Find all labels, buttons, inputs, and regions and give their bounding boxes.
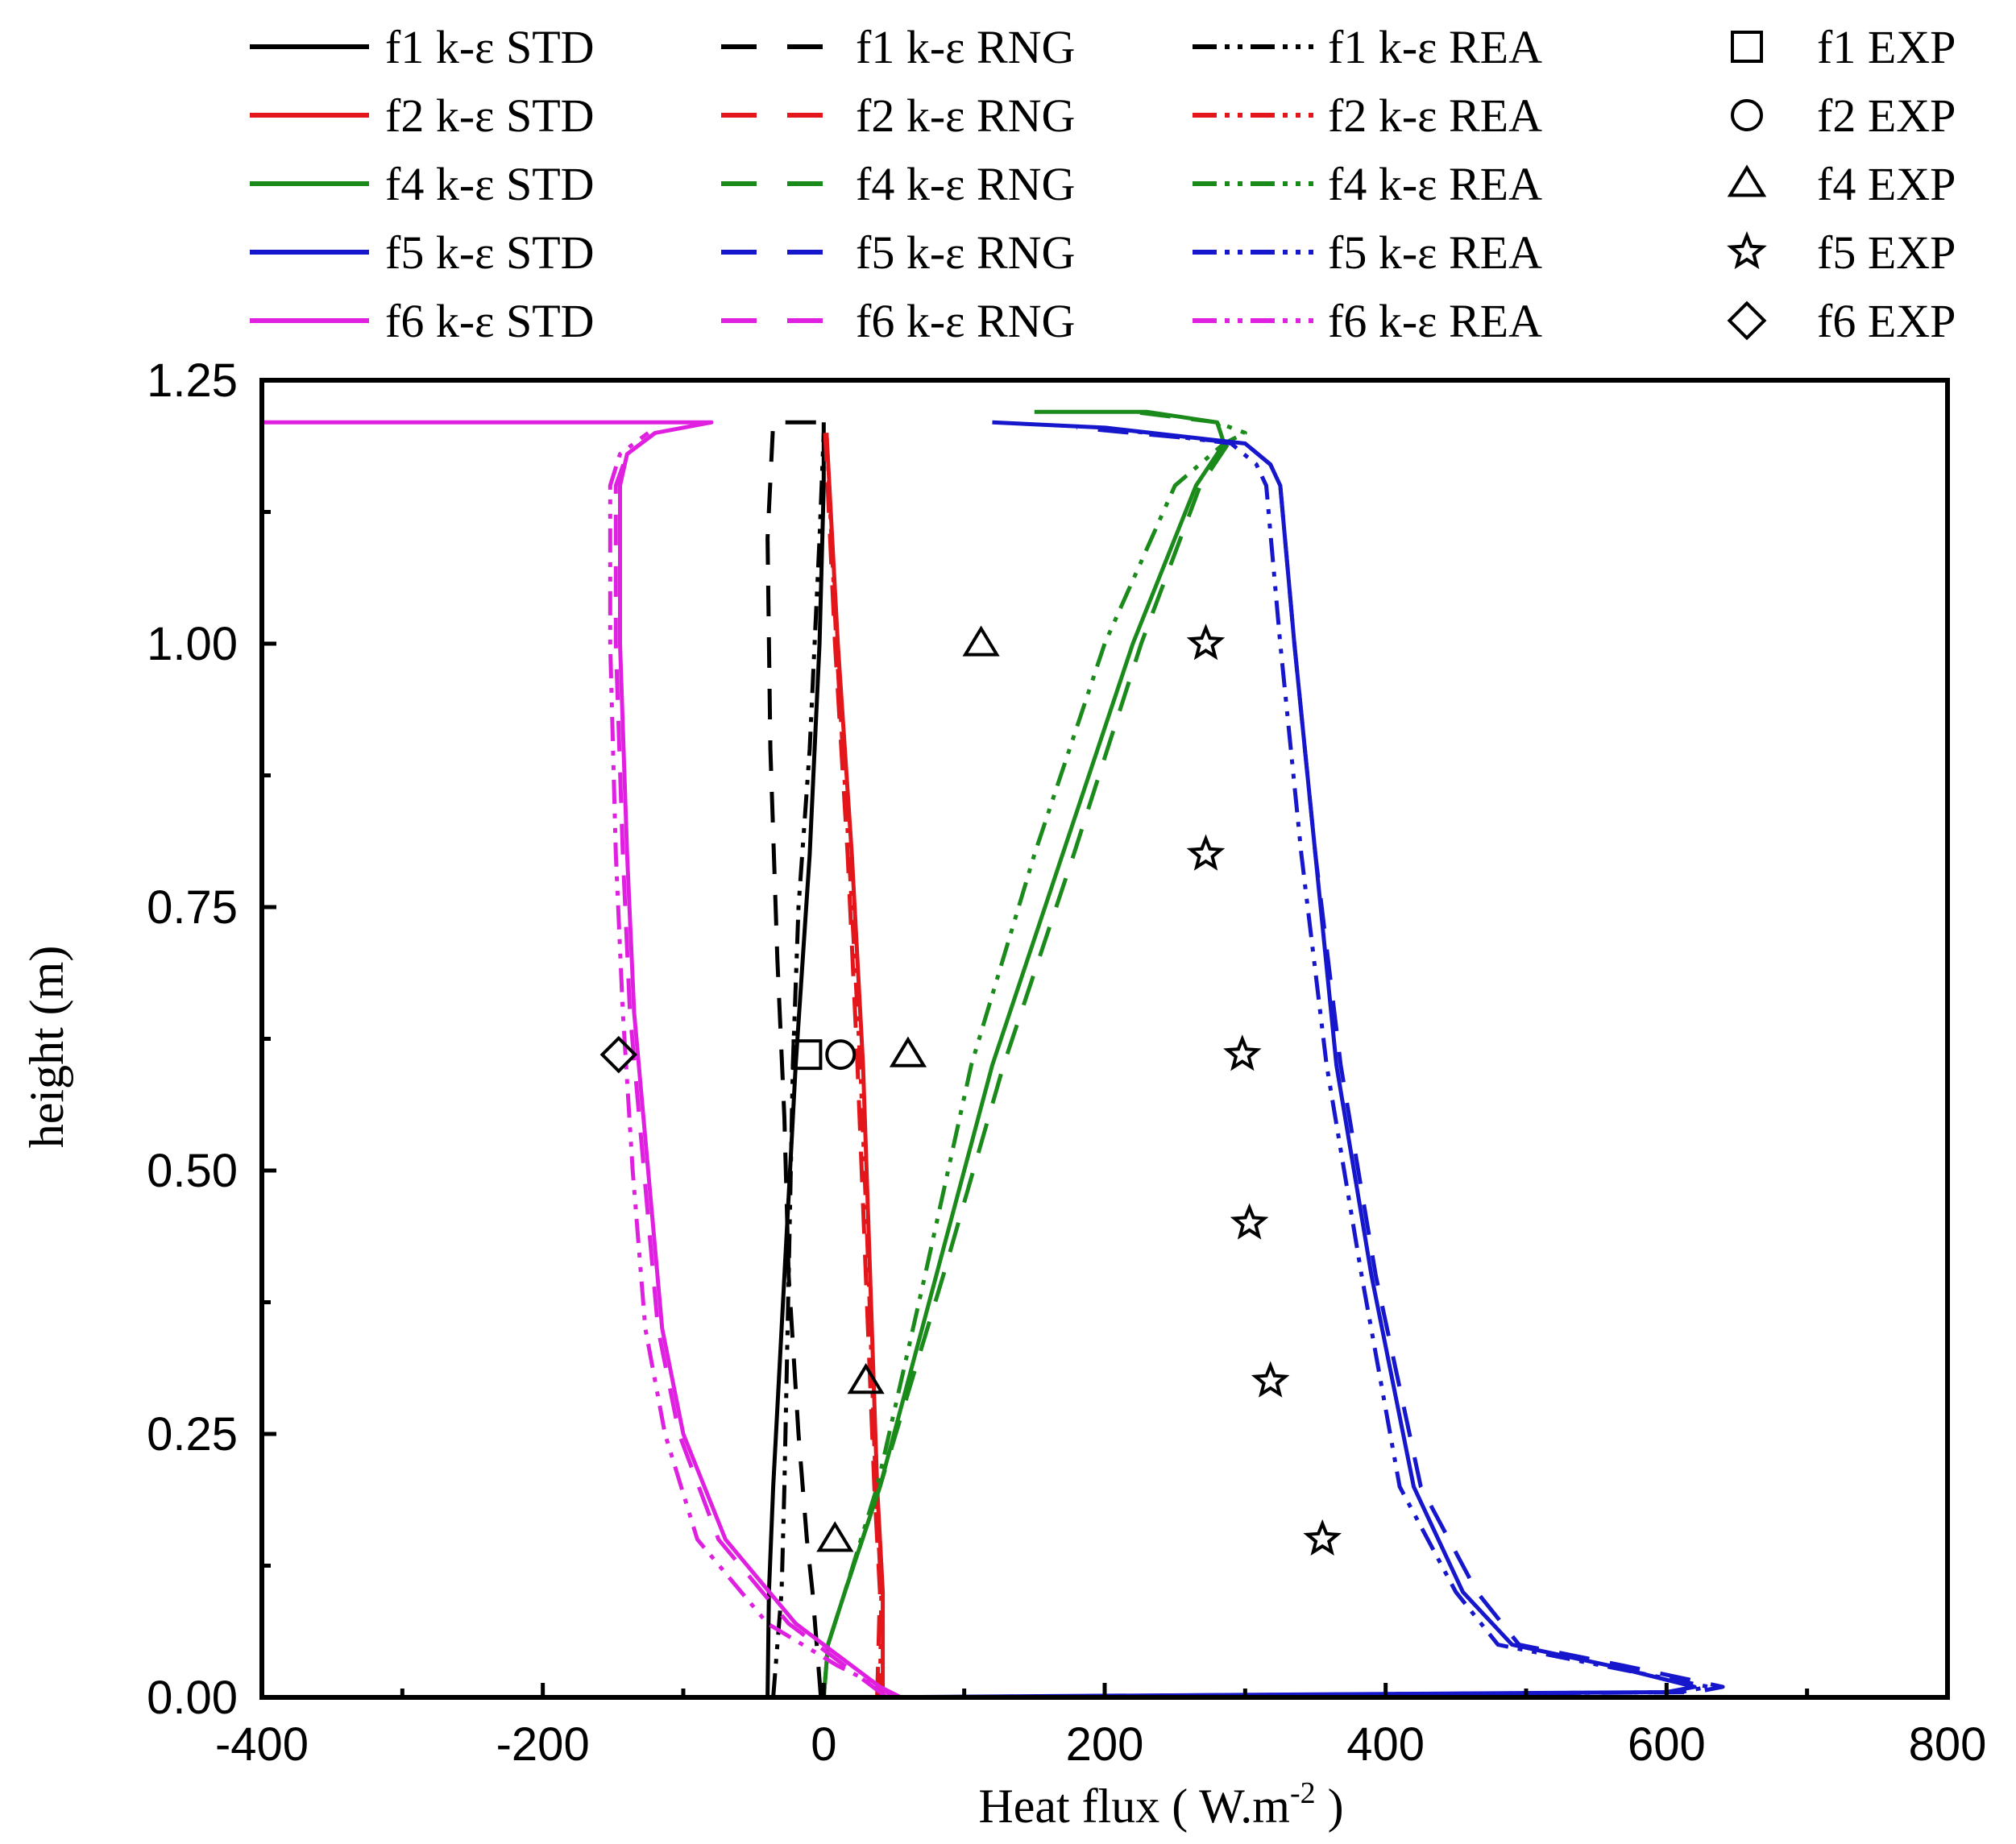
marker-f5-exp-4 xyxy=(1251,1361,1290,1398)
axis-ticks: -400 -200 0 200 400 600 800 0.00 0.25 0.50 0.75 1.0… xyxy=(147,354,1986,1771)
legend-item-f1-k-e-rea: f1 k-ε REA xyxy=(1193,21,1542,73)
legend-marker-diamond xyxy=(1727,300,1767,341)
legend: f1 k-ε STD f1 k-ε RNG f1 k-ε REA f1 EXP f2 k… xyxy=(250,21,1956,347)
x-axis-title-main: Heat flux ( W.m xyxy=(978,1780,1290,1833)
legend-marker-triangle xyxy=(1727,164,1767,197)
x-tick-label: -200 xyxy=(496,1718,590,1771)
legend-label: f5 k-ε STD xyxy=(385,226,595,279)
plot-frame xyxy=(259,378,1950,1700)
legend-label: f4 k-ε REA xyxy=(1328,158,1542,210)
legend-item-f4-exp: f4 EXP xyxy=(1727,158,1956,210)
experimental-markers xyxy=(599,624,1342,1556)
marker-f4-exp-0 xyxy=(962,625,1000,657)
marker-f4-exp-3 xyxy=(816,1521,854,1552)
marker-f5-exp-1 xyxy=(1186,834,1226,871)
legend-item-f5-k-e-rea: f5 k-ε REA xyxy=(1193,226,1542,279)
x-axis-title-superscript: -2 xyxy=(1290,1776,1316,1810)
x-tick-label: -400 xyxy=(215,1718,309,1771)
series-f6-k-e-rea xyxy=(608,431,902,1697)
series-layer xyxy=(262,409,1725,1697)
series-f2-k-e-rng xyxy=(823,433,882,1697)
legend-item-f4-k-e-rea: f4 k-ε REA xyxy=(1193,158,1542,210)
legend-label: f6 k-ε STD xyxy=(385,295,595,347)
y-tick-label: 0.50 xyxy=(147,1145,238,1197)
series-f1-k-e-std xyxy=(765,422,826,1697)
legend-label: f6 EXP xyxy=(1817,295,1956,347)
marker-f1-exp-0 xyxy=(791,1039,823,1071)
y-tick-label: 0.00 xyxy=(147,1672,238,1724)
marker-f5-exp-0 xyxy=(1186,624,1226,661)
legend-label: f1 k-ε REA xyxy=(1328,21,1542,73)
marker-f5-exp-3 xyxy=(1230,1203,1269,1240)
legend-item-f6-k-e-std: f6 k-ε STD xyxy=(250,295,595,347)
x-tick-label: 200 xyxy=(1066,1718,1144,1771)
legend-label: f2 k-ε STD xyxy=(385,89,595,142)
legend-item-f6-k-e-rng: f6 k-ε RNG xyxy=(721,295,1075,347)
x-tick-label: 400 xyxy=(1346,1718,1425,1771)
series-f5-k-e-std xyxy=(852,420,1697,1697)
series-f5-k-e-rea xyxy=(907,425,1711,1697)
legend-label: f6 k-ε REA xyxy=(1328,295,1542,347)
marker-f6-exp-0 xyxy=(599,1035,638,1074)
legend-item-f1-k-e-std: f1 k-ε STD xyxy=(250,21,595,73)
x-tick-label: 600 xyxy=(1628,1718,1706,1771)
series-f4-k-e-std xyxy=(821,409,1226,1697)
legend-item-f6-k-e-rea: f6 k-ε REA xyxy=(1193,295,1542,347)
legend-label: f1 k-ε RNG xyxy=(856,21,1075,73)
marker-f4-exp-2 xyxy=(847,1363,885,1394)
series-f5-k-e-rng xyxy=(880,425,1725,1697)
legend-marker-circle xyxy=(1731,99,1763,131)
legend-item-f5-k-e-std: f5 k-ε STD xyxy=(250,226,595,279)
y-tick-label: 0.25 xyxy=(147,1408,238,1461)
legend-item-f4-k-e-rng: f4 k-ε RNG xyxy=(721,158,1075,210)
legend-item-f4-k-e-std: f4 k-ε STD xyxy=(250,158,595,210)
marker-f5-exp-5 xyxy=(1303,1519,1342,1556)
x-axis-title: Heat flux ( W.m-2 ) xyxy=(978,1776,1343,1833)
marker-f4-exp-1 xyxy=(889,1036,927,1067)
legend-label: f4 k-ε STD xyxy=(385,158,595,210)
legend-label: f2 k-ε RNG xyxy=(856,89,1075,142)
legend-item-f6-exp: f6 EXP xyxy=(1727,295,1956,347)
series-f4-k-e-rea xyxy=(821,420,1247,1697)
marker-f2-exp-0 xyxy=(825,1039,857,1071)
legend-item-f5-exp: f5 EXP xyxy=(1727,226,1956,279)
legend-marker-star xyxy=(1727,230,1767,270)
legend-item-f2-k-e-rng: f2 k-ε RNG xyxy=(721,89,1075,142)
legend-label: f5 EXP xyxy=(1817,226,1956,279)
legend-item-f2-k-e-rea: f2 k-ε REA xyxy=(1193,89,1542,142)
y-axis-title: height (m) xyxy=(20,946,73,1149)
legend-label: f2 k-ε REA xyxy=(1328,89,1542,142)
series-f4-k-e-rng xyxy=(821,409,1230,1697)
plot-area: -400 -200 0 200 400 600 800 0.00 0.25 0.50 0.75 1.0… xyxy=(147,354,1986,1771)
legend-label: f1 k-ε STD xyxy=(385,21,595,73)
y-tick-label: 1.25 xyxy=(147,354,238,407)
marker-f5-exp-2 xyxy=(1223,1034,1262,1071)
y-tick-label: 0.75 xyxy=(147,881,238,934)
series-f2-k-e-rea xyxy=(824,433,884,1697)
legend-label: f4 k-ε RNG xyxy=(856,158,1075,210)
legend-item-f2-exp: f2 EXP xyxy=(1731,89,1956,142)
series-f6-k-e-std xyxy=(262,420,895,1697)
x-tick-label: 0 xyxy=(811,1718,836,1771)
series-f6-k-e-rng xyxy=(613,431,889,1697)
x-axis-title-close: ) xyxy=(1316,1780,1344,1833)
legend-label: f6 k-ε RNG xyxy=(856,295,1075,347)
legend-item-f1-exp: f1 EXP xyxy=(1731,21,1956,73)
legend-item-f2-k-e-std: f2 k-ε STD xyxy=(250,89,595,142)
y-tick-label: 1.00 xyxy=(147,618,238,670)
legend-marker-square xyxy=(1731,31,1763,63)
legend-label: f4 EXP xyxy=(1817,158,1956,210)
legend-item-f1-k-e-rng: f1 k-ε RNG xyxy=(721,21,1075,73)
legend-label: f5 k-ε REA xyxy=(1328,226,1542,279)
legend-label: f1 EXP xyxy=(1817,21,1956,73)
legend-label: f5 k-ε RNG xyxy=(856,226,1075,279)
legend-label: f2 EXP xyxy=(1817,89,1956,142)
x-tick-label: 800 xyxy=(1909,1718,1987,1771)
legend-item-f5-k-e-rng: f5 k-ε RNG xyxy=(721,226,1075,279)
